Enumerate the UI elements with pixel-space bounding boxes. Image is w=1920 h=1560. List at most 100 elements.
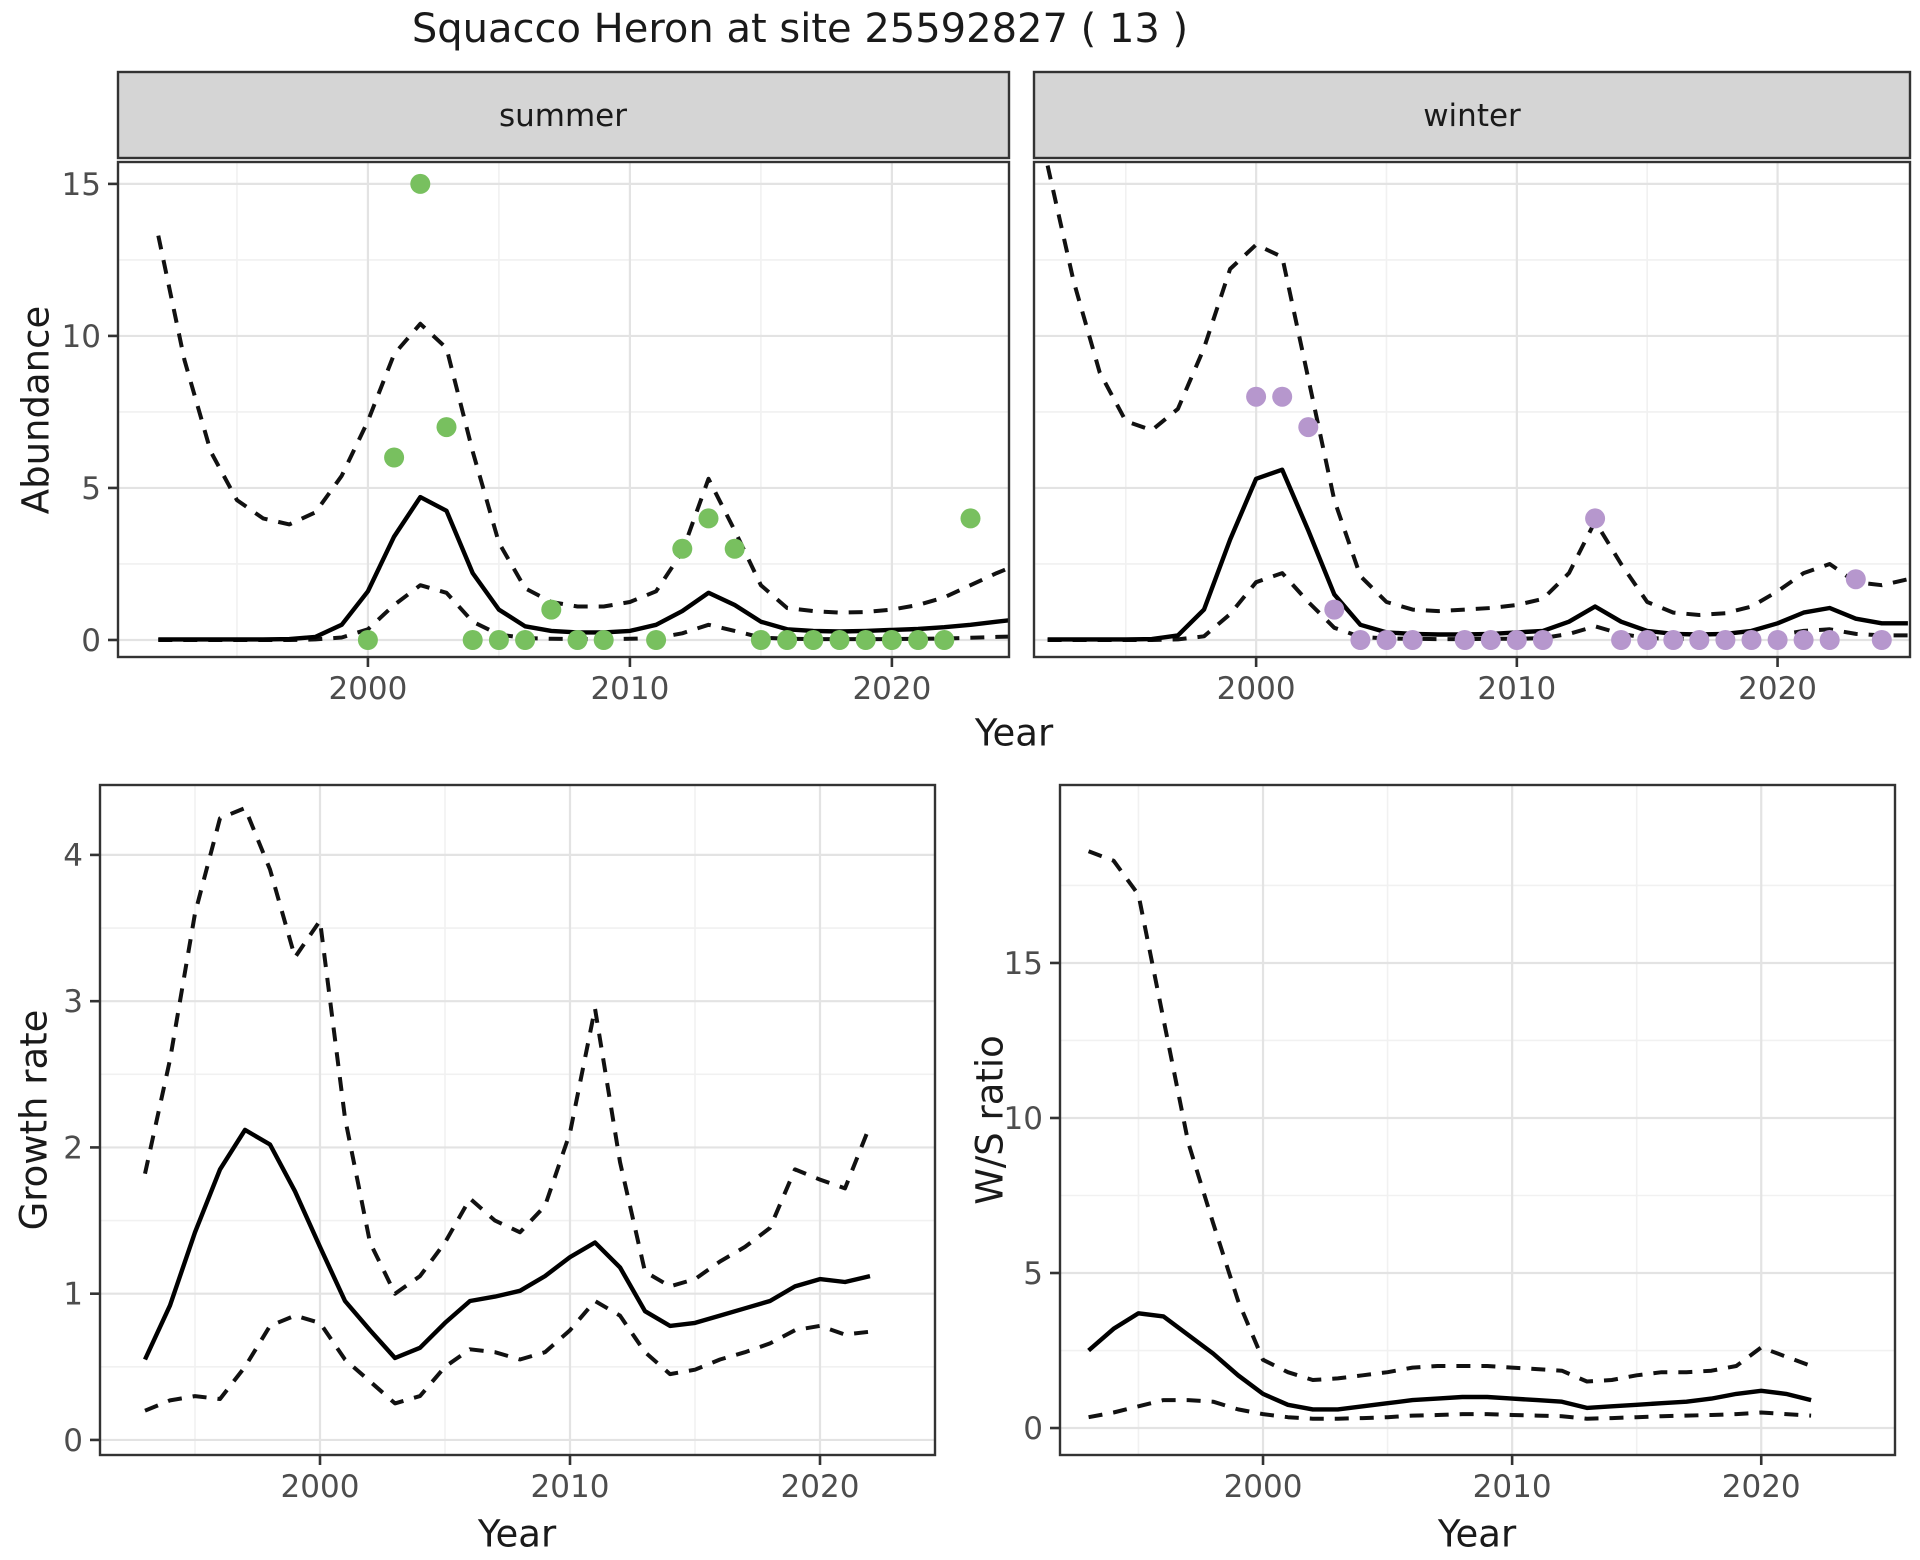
y-tick-label: 4 <box>63 838 83 874</box>
x-axis-title-year-ws: Year <box>1437 1512 1517 1556</box>
facet-strip-label-summer: summer <box>498 98 628 134</box>
data-point <box>488 630 509 650</box>
y-tick-label: 0 <box>1023 1411 1043 1447</box>
data-point <box>1480 630 1501 650</box>
growth_rate-lower_ci-line <box>144 1299 871 1413</box>
panel-ws_ratio: 2000 2010 2020 0 5 10 15 <box>1004 783 1897 1505</box>
data-point <box>1663 630 1684 650</box>
ws_ratio-lower_ci-line <box>1088 1398 1812 1421</box>
panel-background <box>118 162 1009 657</box>
data-point <box>1532 630 1553 650</box>
x-tick-label: 2020 <box>1722 1469 1801 1505</box>
y-axis-title-ws-ratio: W/S ratio <box>968 1035 1012 1205</box>
data-point <box>1741 630 1762 650</box>
data-point <box>1298 417 1319 438</box>
y-tick-label: 15 <box>1004 946 1043 982</box>
panel-border <box>1032 160 1912 659</box>
data-point <box>357 630 378 650</box>
data-point <box>1819 630 1840 650</box>
y-axis-title-growth-rate: Growth rate <box>12 1009 56 1231</box>
x-tick-label: 2020 <box>1738 671 1817 707</box>
y-tick-label: 0 <box>63 1423 83 1459</box>
y-tick-label: 3 <box>63 984 83 1020</box>
x-axis-title-year-growth: Year <box>477 1512 557 1556</box>
abundance_summer-fit-line <box>158 494 1009 642</box>
x-tick-label: 2000 <box>328 671 407 707</box>
data-point <box>646 630 667 650</box>
facet-strip <box>1032 70 1912 160</box>
data-point <box>567 630 588 650</box>
abundance_winter-upper_ci-line <box>1045 165 1909 617</box>
data-point <box>1845 569 1866 590</box>
abundance_summer-lower_ci-line <box>158 583 1009 642</box>
data-point <box>462 630 483 650</box>
y-tick-label: 5 <box>1023 1256 1043 1292</box>
ws_ratio-fit-line <box>1087 1311 1812 1412</box>
data-point <box>881 630 902 650</box>
abundance_winter-lower_ci-line <box>1047 571 1908 642</box>
panel-abundance_winter: 2000 2010 2020 <box>1032 70 1912 707</box>
y-tick-label: 15 <box>62 167 101 203</box>
x-tick-label: 2000 <box>1224 1469 1303 1505</box>
x-tick-label: 2000 <box>281 1469 360 1505</box>
data-point <box>436 417 457 438</box>
data-point <box>384 447 405 468</box>
data-point <box>777 630 798 650</box>
x-tick-label: 2020 <box>852 671 931 707</box>
y-tick-label: 0 <box>81 623 101 659</box>
panel-border <box>1058 783 1897 1457</box>
panel-background <box>100 785 935 1455</box>
x-tick-label: 2010 <box>1477 671 1556 707</box>
data-point <box>750 630 771 650</box>
y-tick-label: 5 <box>81 471 101 507</box>
x-tick-label: 2010 <box>1473 1469 1552 1505</box>
panel-border <box>98 783 937 1457</box>
x-tick-label: 2010 <box>531 1469 610 1505</box>
data-point <box>724 538 745 559</box>
data-point <box>1689 630 1710 650</box>
data-point <box>1506 630 1527 650</box>
x-tick-label: 2000 <box>1217 671 1296 707</box>
y-tick-label: 10 <box>1004 1101 1043 1137</box>
data-point <box>829 630 850 650</box>
data-point <box>908 630 929 650</box>
data-point <box>672 538 693 559</box>
x-tick-label: 2020 <box>781 1469 860 1505</box>
growth_rate-upper_ci-line <box>143 806 872 1296</box>
x-axis-title-year-top: Year <box>974 711 1054 755</box>
data-point <box>1324 599 1345 620</box>
chart-title: Squacco Heron at site 25592827 ( 13 ) <box>411 6 1189 52</box>
data-point <box>934 630 955 650</box>
data-point <box>1637 630 1658 650</box>
data-point <box>1715 630 1736 650</box>
data-point <box>1402 630 1423 650</box>
data-point <box>1585 508 1606 529</box>
facet-strip-label-winter: winter <box>1423 98 1521 134</box>
data-point <box>1350 630 1371 650</box>
abundance_summer-upper_ci-line <box>156 235 1009 615</box>
data-point <box>1454 630 1475 650</box>
y-axis-title-abundance: Abundance <box>14 305 58 515</box>
panel-border <box>116 160 1011 659</box>
panel-growth_rate: 2000 2010 2020 0 1 2 3 4 <box>63 783 937 1505</box>
data-point <box>1793 630 1814 650</box>
data-point <box>410 173 431 194</box>
data-point <box>1272 386 1293 407</box>
abundance_winter-fit-line <box>1047 467 1908 642</box>
data-point <box>855 630 876 650</box>
data-point <box>1871 630 1892 650</box>
y-tick-label: 2 <box>63 1130 83 1166</box>
data-point <box>515 630 536 650</box>
data-point <box>541 599 562 620</box>
x-tick-label: 2010 <box>590 671 669 707</box>
abundance_summer-observed-points <box>357 173 981 650</box>
facet-strip <box>116 70 1011 160</box>
growth_rate-fit-line <box>143 1127 871 1361</box>
data-point <box>1246 386 1267 407</box>
data-point <box>1611 630 1632 650</box>
data-point <box>803 630 824 650</box>
data-point <box>1767 630 1788 650</box>
data-point <box>593 630 614 650</box>
data-point <box>1376 630 1397 650</box>
